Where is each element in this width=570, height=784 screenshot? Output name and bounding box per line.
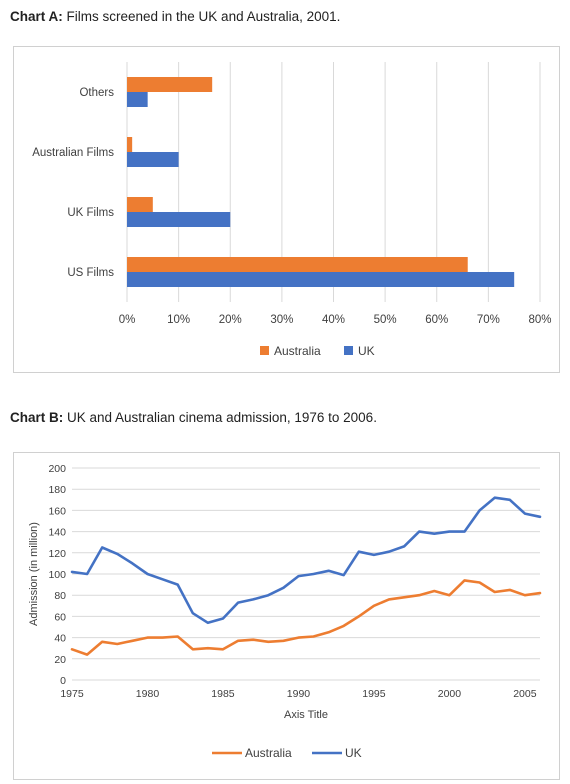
bar-uk-australian-films	[127, 152, 179, 167]
y-tick-label: 200	[48, 463, 66, 475]
x-tick-label: 70%	[477, 314, 500, 326]
chart-a-heading: Chart A: Films screened in the UK and Au…	[10, 9, 340, 24]
y-tick-label: 60	[54, 611, 66, 623]
category-label: UK Films	[67, 207, 114, 219]
line-australia	[70, 579, 542, 656]
x-axis-title: Axis Title	[284, 709, 328, 721]
y-tick-label: 140	[48, 527, 66, 539]
y-tick-label: 40	[54, 633, 66, 645]
chart-a-panel: 0% 10% 20% 30% 40% 50% 60% 70% 80% US Films UK Fil…	[13, 46, 560, 373]
bar-uk-uk-films	[127, 212, 231, 227]
chart-a-svg: 0% 10% 20% 30% 40% 50% 60% 70% 80% US Films UK Fil…	[32, 62, 552, 358]
bar-australia-others	[127, 77, 213, 92]
x-tick-label: 20%	[219, 314, 242, 326]
legend-swatch-uk	[344, 346, 353, 355]
chart-b-svg: 0 20 40 60 80 100 120 140 160 180 200 1975 1980 1985 1…	[28, 463, 542, 760]
bar-australia-uk-films	[127, 197, 153, 212]
chart-b-heading-label: Chart B:	[10, 410, 64, 425]
y-tick-label: 20	[54, 654, 66, 666]
x-tick-label: 1990	[287, 688, 311, 700]
y-tick-label: 100	[48, 569, 66, 581]
line-uk	[70, 496, 542, 625]
legend-label-uk: UK	[345, 746, 362, 760]
y-tick-label: 0	[60, 675, 66, 687]
y-tick-label: 80	[54, 590, 66, 602]
x-tick-label: 1975	[60, 688, 84, 700]
legend-label-uk: UK	[358, 344, 375, 358]
legend-label-australia: Australia	[274, 344, 321, 358]
chart-b-heading: Chart B: UK and Australian cinema admiss…	[10, 410, 377, 425]
legend-swatch-australia	[260, 346, 269, 355]
x-tick-label: 1995	[362, 688, 386, 700]
x-tick-label: 2000	[438, 688, 462, 700]
category-label: Australian Films	[32, 147, 114, 159]
chart-b-panel: 0 20 40 60 80 100 120 140 160 180 200 1975 1980 1985 1…	[13, 452, 560, 780]
legend-label-australia: Australia	[245, 746, 292, 760]
x-tick-label: 0%	[119, 314, 136, 326]
x-tick-label: 1980	[136, 688, 160, 700]
x-tick-label: 2005	[513, 688, 537, 700]
bar-uk-others	[127, 92, 148, 107]
y-tick-label: 180	[48, 484, 66, 496]
x-tick-label: 10%	[167, 314, 190, 326]
y-tick-label: 120	[48, 548, 66, 560]
chart-a-heading-label: Chart A:	[10, 9, 63, 24]
x-tick-label: 50%	[374, 314, 397, 326]
bar-australia-australian-films	[127, 137, 133, 152]
y-axis-title: Admission (in million)	[28, 522, 40, 626]
bar-australia-us-films	[127, 257, 468, 272]
y-tick-label: 160	[48, 505, 66, 517]
chart-a-heading-text: Films screened in the UK and Australia, …	[62, 9, 341, 24]
category-label: Others	[79, 87, 114, 99]
bar-uk-us-films	[127, 272, 515, 287]
x-tick-label: 80%	[528, 314, 551, 326]
x-tick-label: 40%	[322, 314, 345, 326]
x-tick-label: 1985	[211, 688, 235, 700]
chart-b-heading-text: UK and Australian cinema admission, 1976…	[63, 410, 377, 425]
x-tick-label: 60%	[425, 314, 448, 326]
x-tick-label: 30%	[270, 314, 293, 326]
category-label: US Films	[67, 267, 114, 279]
